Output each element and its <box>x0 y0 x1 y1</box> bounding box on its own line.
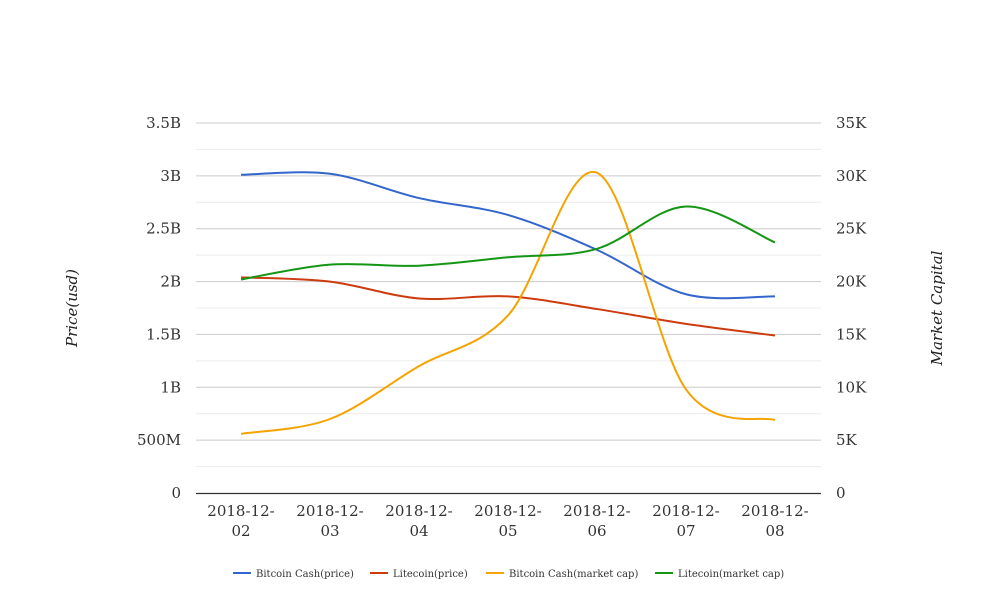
y-tick-label: 2B <box>160 273 181 291</box>
y-axis-left: 0 500M 1B 1.5B 2B 2.5B 3B 3.5B <box>137 114 181 502</box>
y2-axis-title: Market Capital <box>928 250 946 366</box>
legend-label: Bitcoin Cash(price) <box>256 569 354 580</box>
x-tick-label-line: 07 <box>676 522 695 540</box>
series-line-bitcoin-cash-market-cap <box>240 170 776 435</box>
x-tick-label-line: 2018-12- <box>652 502 719 520</box>
series-line-litecoin-market-cap <box>240 205 776 281</box>
x-tick-label-line: 05 <box>498 522 517 540</box>
y-tick-label: 1B <box>160 378 181 396</box>
x-tick-label: 2018-12- 08 <box>741 502 808 540</box>
x-tick-label-line: 02 <box>231 522 250 540</box>
y2-tick-label: 0 <box>836 484 846 502</box>
x-tick-label-line: 06 <box>587 522 606 540</box>
legend: Bitcoin Cash(price) Litecoin(price) Bitcoi… <box>233 569 784 580</box>
y2-tick-label: 20K <box>836 273 867 291</box>
x-tick-label-line: 2018-12- <box>563 502 630 520</box>
y2-tick-label: 5K <box>836 431 858 449</box>
y2-tick-label: 10K <box>836 378 867 396</box>
x-tick-label-line: 2018-12- <box>385 502 452 520</box>
y-tick-label: 1.5B <box>146 325 181 343</box>
x-tick-label: 2018-12- 04 <box>385 502 452 540</box>
legend-label: Litecoin(price) <box>393 569 468 580</box>
series-line-litecoin-price <box>240 276 776 337</box>
y2-tick-label: 25K <box>836 220 867 238</box>
x-tick-label-line: 04 <box>409 522 428 540</box>
series-lines <box>240 170 776 435</box>
y-tick-label: 3.5B <box>146 114 181 132</box>
x-tick-label: 2018-12- 06 <box>563 502 630 540</box>
y2-tick-label: 30K <box>836 167 867 185</box>
x-tick-label: 2018-12- 02 <box>207 502 274 540</box>
y-tick-label: 3B <box>160 167 181 185</box>
x-tick-label: 2018-12- 03 <box>296 502 363 540</box>
x-tick-label-line: 03 <box>320 522 339 540</box>
y-tick-label: 500M <box>137 431 181 449</box>
legend-label: Litecoin(market cap) <box>678 569 784 580</box>
x-tick-label-line: 2018-12- <box>296 502 363 520</box>
y-axis-right: 0 5K 10K 15K 20K 25K 30K 35K <box>836 114 867 502</box>
x-tick-label: 2018-12- 05 <box>474 502 541 540</box>
x-tick-label: 2018-12- 07 <box>652 502 719 540</box>
x-tick-label-line: 08 <box>765 522 784 540</box>
legend-label: Bitcoin Cash(market cap) <box>509 569 638 580</box>
y2-tick-label: 35K <box>836 114 867 132</box>
series-line-bitcoin-cash-price <box>240 171 776 300</box>
y2-tick-label: 15K <box>836 325 867 343</box>
y-tick-label: 2.5B <box>146 220 181 238</box>
x-axis: 2018-12- 02 2018-12- 03 2018-12- 04 2018-12- 05… <box>207 502 808 540</box>
x-tick-label-line: 2018-12- <box>741 502 808 520</box>
y-tick-label: 0 <box>171 484 181 502</box>
x-tick-label-line: 2018-12- <box>207 502 274 520</box>
y-axis-title: Price(usd) <box>63 269 81 348</box>
gridlines <box>196 122 821 468</box>
x-tick-label-line: 2018-12- <box>474 502 541 520</box>
